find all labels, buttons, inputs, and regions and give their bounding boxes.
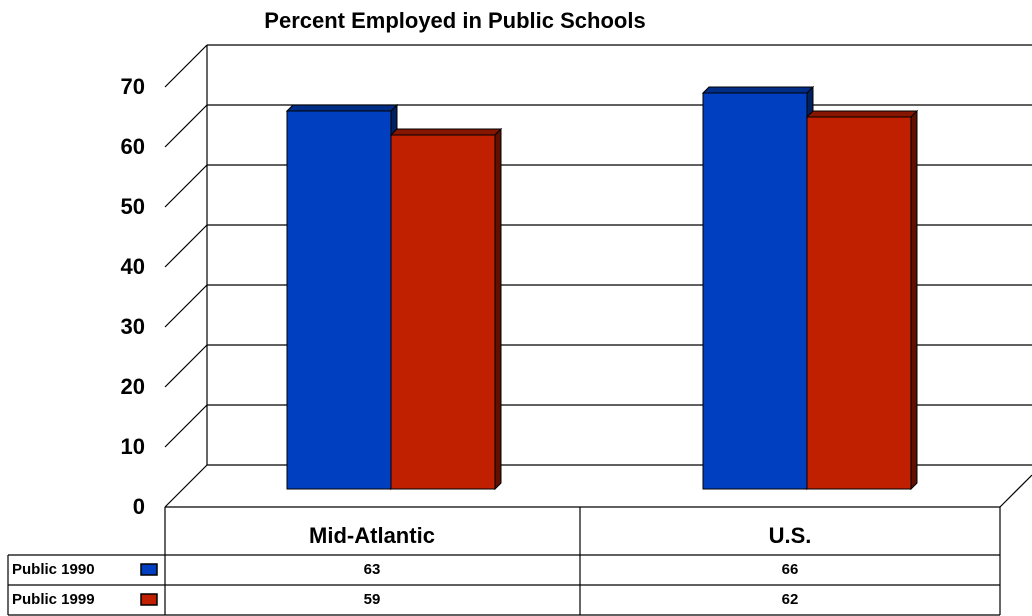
bar-side <box>910 109 918 491</box>
y-tick-label: 30 <box>121 314 145 339</box>
bar-top <box>805 110 919 118</box>
y-tick-label: 70 <box>121 74 145 99</box>
y-tick-label: 50 <box>121 194 145 219</box>
chart-title: Percent Employed in Public Schools <box>264 8 645 33</box>
legend-swatch <box>140 593 158 606</box>
bar-top <box>285 104 399 112</box>
y-tick-label: 0 <box>133 494 145 519</box>
side-grid-line <box>164 44 208 88</box>
bar-top <box>389 128 503 136</box>
side-grid-line <box>164 404 208 448</box>
legend-label: Public 1999 <box>12 591 95 608</box>
side-grid-line <box>164 284 208 328</box>
bar <box>702 92 808 490</box>
side-grid-line <box>164 464 208 508</box>
bar-side <box>494 127 502 491</box>
table-value: 66 <box>782 561 799 578</box>
bar <box>806 116 912 490</box>
table-value: 62 <box>782 591 799 608</box>
bar-top <box>701 86 815 94</box>
side-grid-line <box>164 344 208 388</box>
y-tick-label: 10 <box>121 434 145 459</box>
y-tick-label: 40 <box>121 254 145 279</box>
bar <box>390 134 496 490</box>
bar <box>286 110 392 490</box>
side-grid-line <box>164 164 208 208</box>
side-grid-line <box>164 104 208 148</box>
y-tick-label: 60 <box>121 134 145 159</box>
legend-label: Public 1990 <box>12 561 95 578</box>
y-tick-label: 20 <box>121 374 145 399</box>
x-tick-label: Mid-Atlantic <box>309 523 435 548</box>
legend-swatch <box>140 563 158 576</box>
table-value: 59 <box>364 591 381 608</box>
table-value: 63 <box>364 561 381 578</box>
floor-right-edge <box>999 474 1032 508</box>
side-grid-line <box>164 224 208 268</box>
x-tick-label: U.S. <box>769 523 812 548</box>
